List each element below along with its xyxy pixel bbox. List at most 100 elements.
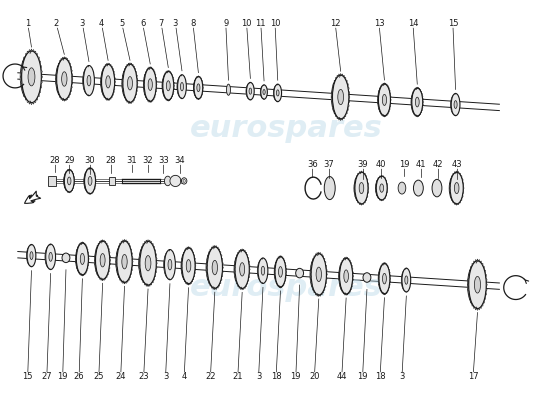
- Text: 36: 36: [307, 160, 317, 169]
- Ellipse shape: [411, 90, 422, 115]
- Text: 8: 8: [190, 19, 196, 28]
- Text: 11: 11: [256, 19, 266, 28]
- Ellipse shape: [28, 68, 35, 86]
- Ellipse shape: [80, 253, 85, 264]
- Ellipse shape: [398, 182, 406, 194]
- Ellipse shape: [168, 259, 172, 270]
- Ellipse shape: [182, 248, 195, 284]
- Ellipse shape: [311, 254, 327, 295]
- Text: 40: 40: [376, 160, 387, 169]
- Ellipse shape: [344, 270, 349, 282]
- Ellipse shape: [144, 68, 156, 101]
- Ellipse shape: [84, 66, 95, 96]
- Ellipse shape: [359, 182, 364, 194]
- Ellipse shape: [139, 244, 155, 284]
- Ellipse shape: [274, 258, 285, 286]
- Text: 28: 28: [106, 156, 116, 165]
- Bar: [109, 177, 115, 185]
- Ellipse shape: [162, 73, 173, 99]
- Text: 30: 30: [85, 156, 95, 165]
- Ellipse shape: [96, 241, 110, 279]
- Text: 17: 17: [468, 372, 478, 381]
- Ellipse shape: [212, 260, 217, 275]
- Text: 10: 10: [241, 19, 252, 28]
- Ellipse shape: [469, 261, 486, 308]
- Ellipse shape: [30, 252, 33, 260]
- Ellipse shape: [332, 75, 349, 119]
- Ellipse shape: [405, 276, 408, 284]
- Ellipse shape: [145, 256, 151, 271]
- Ellipse shape: [178, 75, 186, 98]
- Ellipse shape: [412, 88, 423, 116]
- Ellipse shape: [475, 276, 481, 293]
- Ellipse shape: [164, 251, 174, 279]
- Ellipse shape: [454, 101, 457, 108]
- Text: 23: 23: [139, 372, 149, 381]
- Ellipse shape: [21, 51, 41, 103]
- Ellipse shape: [379, 264, 390, 294]
- Ellipse shape: [324, 176, 335, 200]
- Ellipse shape: [454, 182, 459, 194]
- Ellipse shape: [355, 172, 368, 204]
- Text: 37: 37: [323, 160, 334, 169]
- Ellipse shape: [75, 244, 87, 274]
- Text: 10: 10: [270, 19, 280, 28]
- Text: 24: 24: [116, 372, 126, 381]
- Text: 3: 3: [256, 372, 261, 381]
- Ellipse shape: [100, 254, 105, 267]
- Text: 43: 43: [452, 160, 462, 169]
- Text: eurospares: eurospares: [190, 273, 382, 302]
- Text: 6: 6: [140, 19, 145, 28]
- Ellipse shape: [402, 269, 410, 291]
- Text: 41: 41: [415, 160, 426, 169]
- Text: 19: 19: [290, 372, 301, 381]
- Text: 7: 7: [158, 19, 164, 28]
- Ellipse shape: [64, 171, 74, 191]
- Ellipse shape: [451, 94, 460, 116]
- Ellipse shape: [49, 252, 52, 261]
- Ellipse shape: [140, 241, 156, 285]
- Ellipse shape: [240, 263, 245, 276]
- Text: 26: 26: [74, 372, 84, 381]
- Ellipse shape: [415, 97, 419, 107]
- Text: 19: 19: [358, 372, 368, 381]
- Ellipse shape: [144, 70, 155, 100]
- Ellipse shape: [122, 66, 136, 101]
- Text: 20: 20: [309, 372, 320, 381]
- Text: 31: 31: [126, 156, 137, 165]
- Ellipse shape: [194, 78, 202, 98]
- Ellipse shape: [277, 90, 279, 96]
- Text: 32: 32: [143, 156, 153, 165]
- Ellipse shape: [164, 176, 171, 186]
- Ellipse shape: [273, 85, 281, 101]
- Ellipse shape: [378, 265, 389, 293]
- Text: 3: 3: [80, 19, 85, 28]
- Text: 4: 4: [182, 372, 187, 381]
- Ellipse shape: [117, 241, 132, 282]
- Ellipse shape: [164, 250, 175, 280]
- Ellipse shape: [106, 76, 111, 88]
- Ellipse shape: [57, 58, 72, 100]
- Text: 42: 42: [433, 160, 443, 169]
- Ellipse shape: [234, 252, 248, 287]
- Ellipse shape: [257, 259, 267, 282]
- Ellipse shape: [85, 168, 96, 194]
- Ellipse shape: [26, 246, 35, 266]
- Ellipse shape: [76, 243, 89, 275]
- Ellipse shape: [331, 77, 348, 118]
- Text: 33: 33: [158, 156, 169, 165]
- Ellipse shape: [122, 254, 127, 269]
- Ellipse shape: [382, 94, 387, 106]
- Ellipse shape: [62, 253, 70, 263]
- Ellipse shape: [182, 178, 187, 184]
- Ellipse shape: [261, 85, 267, 99]
- Ellipse shape: [363, 273, 371, 282]
- Ellipse shape: [246, 83, 254, 99]
- Ellipse shape: [376, 177, 386, 199]
- Ellipse shape: [68, 177, 71, 185]
- Ellipse shape: [167, 81, 170, 91]
- Ellipse shape: [383, 273, 386, 284]
- Ellipse shape: [207, 247, 222, 288]
- Ellipse shape: [95, 243, 109, 278]
- Ellipse shape: [84, 170, 95, 193]
